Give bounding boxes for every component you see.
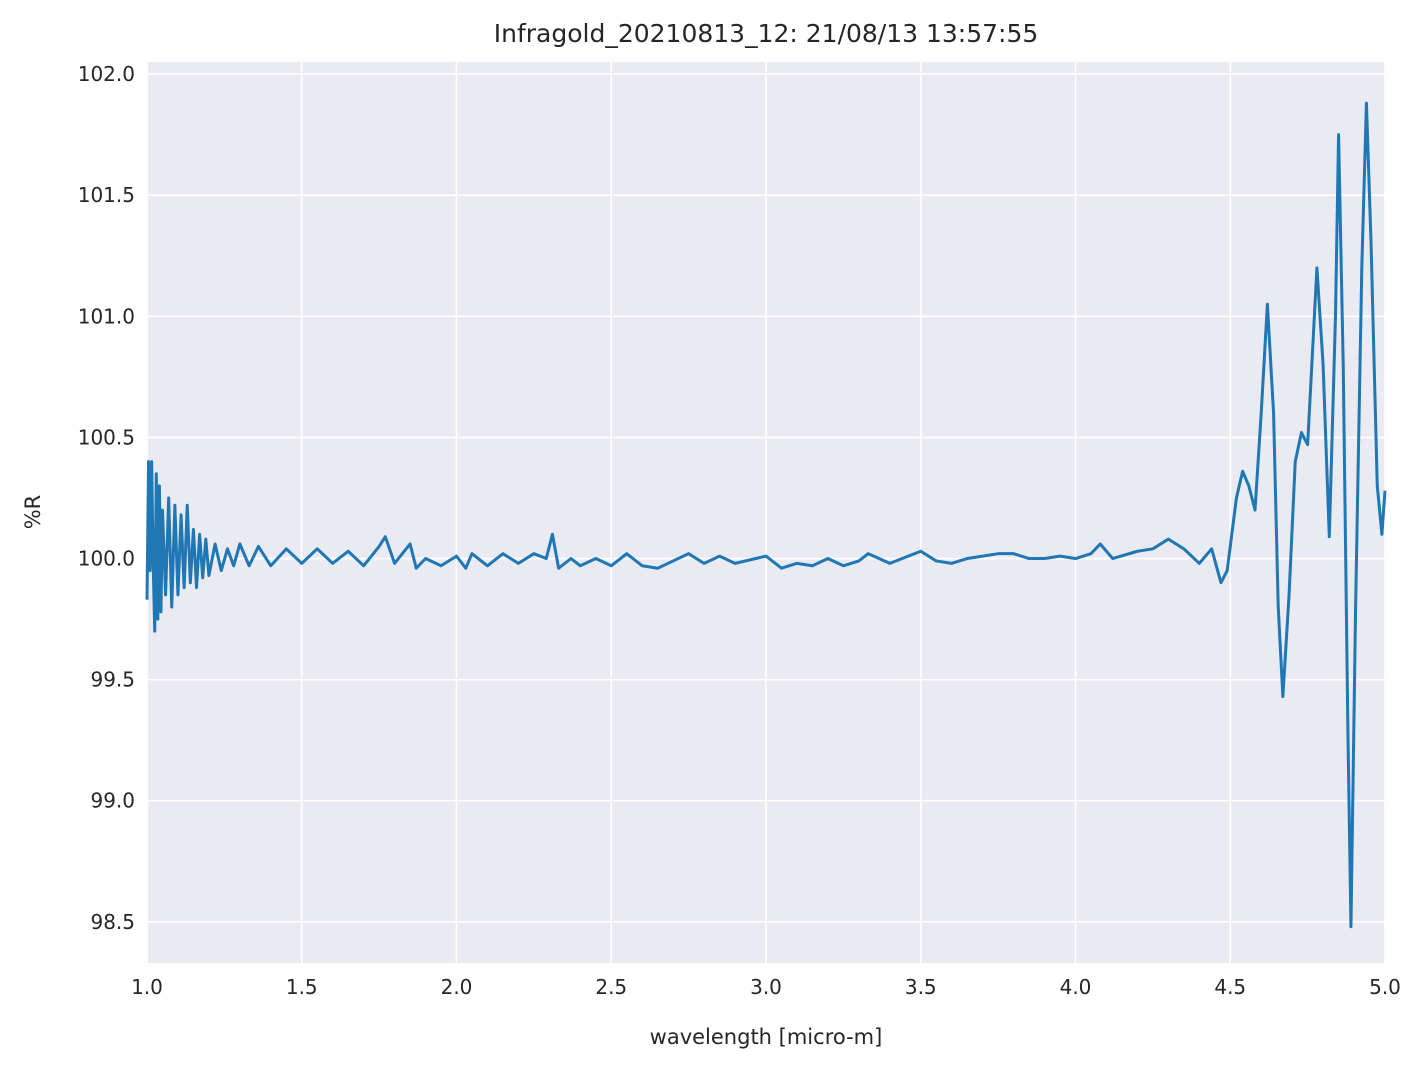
y-tick-label: 101.0 (78, 304, 135, 328)
x-tick-label: 2.0 (441, 975, 473, 999)
x-tick-label: 5.0 (1369, 975, 1401, 999)
x-tick-label: 1.0 (131, 975, 163, 999)
chart-title: Infragold_20210813_12: 21/08/13 13:57:55 (494, 19, 1039, 48)
x-axis-label: wavelength [micro-m] (650, 1025, 883, 1049)
x-tick-label: 2.5 (595, 975, 627, 999)
x-tick-label: 3.5 (905, 975, 937, 999)
y-axis-label: %R (21, 495, 45, 530)
y-tick-label: 102.0 (78, 62, 135, 86)
data-line (145, 101, 1387, 929)
x-tick-label: 3.0 (750, 975, 782, 999)
y-tick-label: 100.0 (78, 547, 135, 571)
x-tick-label: 1.5 (286, 975, 318, 999)
y-tick-label: 101.5 (78, 183, 135, 207)
y-tick-label: 98.5 (90, 910, 135, 934)
y-tick-label: 99.5 (90, 668, 135, 692)
x-tick-label: 4.5 (1214, 975, 1246, 999)
grid (146, 62, 1386, 963)
x-tick-label: 4.0 (1060, 975, 1092, 999)
y-tick-label: 100.5 (78, 425, 135, 449)
y-tick-label: 99.0 (90, 789, 135, 813)
